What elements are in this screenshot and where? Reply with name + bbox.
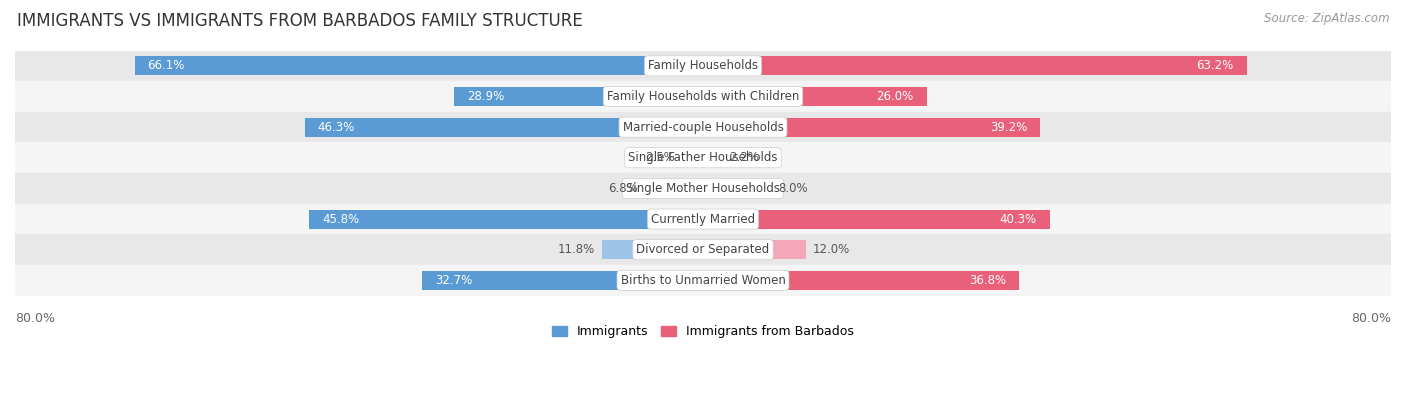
Bar — [703, 118, 1040, 137]
Text: 32.7%: 32.7% — [434, 274, 472, 287]
Bar — [15, 234, 1391, 265]
Bar — [703, 179, 772, 198]
Text: Family Households with Children: Family Households with Children — [607, 90, 799, 103]
Bar — [703, 210, 1050, 229]
Text: 2.2%: 2.2% — [728, 151, 759, 164]
Text: 80.0%: 80.0% — [15, 312, 55, 325]
Text: IMMIGRANTS VS IMMIGRANTS FROM BARBADOS FAMILY STRUCTURE: IMMIGRANTS VS IMMIGRANTS FROM BARBADOS F… — [17, 12, 582, 30]
Text: Source: ZipAtlas.com: Source: ZipAtlas.com — [1264, 12, 1389, 25]
Bar — [15, 143, 1391, 173]
Bar — [703, 271, 1019, 290]
Text: Family Households: Family Households — [648, 59, 758, 72]
Text: 39.2%: 39.2% — [990, 120, 1028, 134]
Text: 63.2%: 63.2% — [1197, 59, 1233, 72]
Bar — [703, 148, 721, 167]
Text: Births to Unmarried Women: Births to Unmarried Women — [620, 274, 786, 287]
Text: 8.0%: 8.0% — [779, 182, 808, 195]
Bar — [422, 271, 703, 290]
Bar — [703, 56, 1247, 75]
Text: Currently Married: Currently Married — [651, 213, 755, 226]
Bar — [682, 148, 703, 167]
Text: 6.8%: 6.8% — [607, 182, 638, 195]
Bar — [703, 87, 927, 106]
Bar — [602, 240, 703, 259]
Bar — [135, 56, 703, 75]
Bar — [703, 240, 806, 259]
Bar — [305, 118, 703, 137]
Text: 2.5%: 2.5% — [645, 151, 675, 164]
Text: 12.0%: 12.0% — [813, 243, 851, 256]
Bar — [15, 204, 1391, 234]
Bar — [454, 87, 703, 106]
Text: Single Father Households: Single Father Households — [628, 151, 778, 164]
Bar — [15, 112, 1391, 143]
Text: Divorced or Separated: Divorced or Separated — [637, 243, 769, 256]
Bar — [15, 81, 1391, 112]
Bar — [15, 51, 1391, 81]
Text: 26.0%: 26.0% — [876, 90, 914, 103]
Text: 80.0%: 80.0% — [1351, 312, 1391, 325]
Text: 11.8%: 11.8% — [557, 243, 595, 256]
Bar — [309, 210, 703, 229]
Text: 66.1%: 66.1% — [148, 59, 184, 72]
Bar — [644, 179, 703, 198]
Text: 28.9%: 28.9% — [467, 90, 505, 103]
Text: 40.3%: 40.3% — [1000, 213, 1036, 226]
Text: 36.8%: 36.8% — [970, 274, 1007, 287]
Text: Single Mother Households: Single Mother Households — [626, 182, 780, 195]
Text: Married-couple Households: Married-couple Households — [623, 120, 783, 134]
Text: 45.8%: 45.8% — [322, 213, 359, 226]
Bar — [15, 173, 1391, 204]
Legend: Immigrants, Immigrants from Barbados: Immigrants, Immigrants from Barbados — [547, 320, 859, 343]
Bar — [15, 265, 1391, 295]
Text: 46.3%: 46.3% — [318, 120, 354, 134]
